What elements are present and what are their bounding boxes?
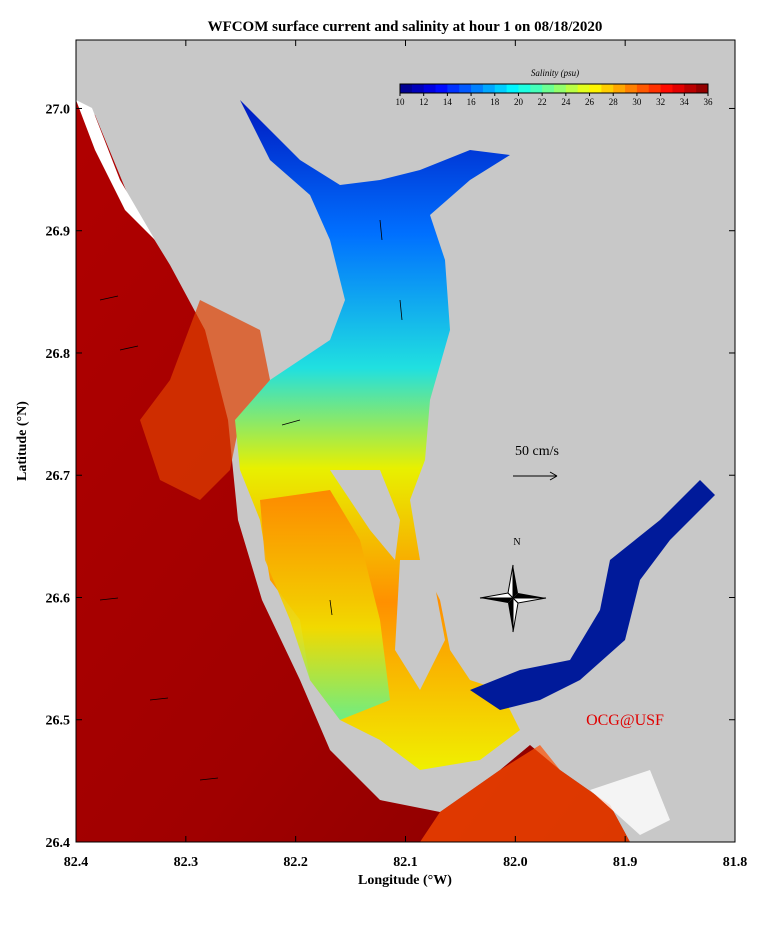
colorbar-tick-label: 36 bbox=[704, 97, 714, 107]
colorbar-swatch bbox=[565, 84, 579, 93]
colorbar: 10 12 14 16 18 20 22 24 26 28 30 32 34 36 bbox=[396, 83, 714, 107]
colorbar-swatch bbox=[636, 84, 650, 93]
colorbar-tick-label: 22 bbox=[538, 97, 547, 107]
colorbar-swatch bbox=[518, 84, 531, 93]
credit: OCG@USF bbox=[586, 712, 664, 729]
colorbar-swatch bbox=[660, 84, 673, 93]
y-axis-label: Latitude (°N) bbox=[15, 401, 30, 481]
gulf-water bbox=[76, 100, 630, 842]
y-tick-label: 26.4 bbox=[46, 836, 71, 851]
colorbar-swatch bbox=[482, 84, 496, 93]
colorbar-swatch bbox=[589, 84, 602, 93]
colorbar-tick-label: 26 bbox=[585, 97, 595, 107]
colorbar-swatch bbox=[435, 84, 448, 93]
compass bbox=[479, 564, 547, 633]
y-tick-label: 26.8 bbox=[46, 347, 71, 362]
compass-label: N bbox=[513, 537, 520, 548]
colorbar-tick-label: 30 bbox=[632, 97, 642, 107]
colorbar-swatch bbox=[613, 84, 626, 93]
x-tick-label: 81.8 bbox=[723, 855, 748, 870]
scale-arrow bbox=[513, 471, 558, 481]
colorbar-swatch bbox=[494, 84, 508, 93]
x-tick-label: 82.3 bbox=[174, 855, 199, 870]
y-tick-label: 27.0 bbox=[46, 102, 71, 117]
colorbar-tick-label: 20 bbox=[514, 97, 524, 107]
colorbar-swatch bbox=[400, 84, 413, 93]
colorbar-swatch bbox=[696, 84, 709, 93]
colorbar-tick-label: 28 bbox=[609, 97, 619, 107]
colorbar-swatch bbox=[447, 84, 460, 93]
pine-island bbox=[330, 470, 400, 560]
x-tick-label: 81.9 bbox=[613, 855, 638, 870]
colorbar-swatch bbox=[672, 84, 685, 93]
colorbar-swatch bbox=[530, 84, 543, 93]
colorbar-tick-label: 34 bbox=[680, 97, 690, 107]
colorbar-tick-label: 16 bbox=[467, 97, 477, 107]
colorbar-tick-label: 24 bbox=[561, 97, 571, 107]
scale-label: 50 cm/s bbox=[515, 444, 559, 459]
colorbar-tick-label: 18 bbox=[490, 97, 500, 107]
colorbar-swatch bbox=[625, 84, 638, 93]
colorbar-tick-label: 10 bbox=[396, 97, 406, 107]
y-tick-label: 26.5 bbox=[46, 714, 71, 729]
title: WFCOM surface current and salinity at ho… bbox=[208, 19, 603, 35]
colorbar-swatch bbox=[459, 84, 472, 93]
x-tick-label: 82.0 bbox=[503, 855, 528, 870]
colorbar-tick-label: 32 bbox=[656, 97, 665, 107]
current-vectors bbox=[99, 219, 403, 781]
colorbar-swatch bbox=[411, 84, 425, 93]
colorbar-swatch bbox=[554, 84, 567, 93]
colorbar-swatch bbox=[506, 84, 519, 93]
barrier-island bbox=[76, 100, 155, 240]
gulf-plume bbox=[420, 745, 630, 842]
x-tick-label: 82.2 bbox=[283, 855, 308, 870]
y-tick-label: 26.7 bbox=[46, 469, 71, 484]
colorbar-label: Salinity (psu) bbox=[531, 68, 579, 78]
colorbar-swatch bbox=[601, 84, 614, 93]
colorbar-frame bbox=[399, 83, 709, 94]
x-tick-label: 82.4 bbox=[64, 855, 89, 870]
colorbar-swatch bbox=[423, 84, 437, 93]
map-area bbox=[76, 40, 735, 842]
x-tick-label: 82.1 bbox=[393, 855, 418, 870]
colorbar-tick-label: 14 bbox=[443, 97, 453, 107]
caloosahatchee-river bbox=[470, 480, 715, 710]
y-tick-label: 26.9 bbox=[46, 225, 71, 240]
barrier-island bbox=[590, 770, 670, 835]
y-tick-label: 26.6 bbox=[46, 591, 71, 606]
colorbar-swatch bbox=[471, 84, 484, 93]
colorbar-tick-label: 12 bbox=[419, 97, 428, 107]
colorbar-swatch bbox=[542, 84, 555, 93]
colorbar-swatch bbox=[684, 84, 697, 93]
pine-island-sound bbox=[260, 490, 390, 720]
x-axis-label: Longitude (°W) bbox=[358, 873, 452, 888]
colorbar-swatch bbox=[648, 84, 662, 93]
gulf-plume bbox=[140, 300, 270, 500]
island bbox=[395, 560, 445, 690]
colorbar-swatch bbox=[577, 84, 591, 93]
